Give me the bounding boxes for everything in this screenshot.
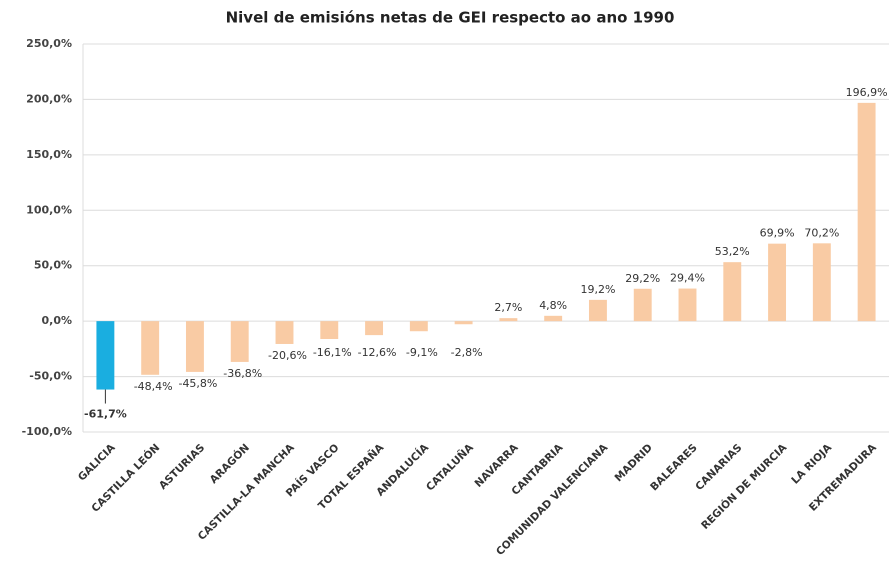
data-label: 2,7% [494,301,522,314]
bar [96,321,115,390]
bar [409,321,428,332]
y-tick-label: 0,0% [41,314,72,327]
data-label: -48,4% [134,380,173,393]
data-label: 19,2% [580,283,615,296]
bar [678,288,697,322]
bar [185,321,204,372]
bar [857,102,876,322]
chart-title: Nivel de emisións netas de GEI respecto … [226,9,675,27]
bar [454,321,473,325]
data-label: -61,7% [84,408,127,421]
data-label: -12,6% [358,346,397,359]
y-tick-label: 100,0% [26,203,72,216]
y-tick-label: -50,0% [29,370,72,383]
bar [812,243,831,322]
data-label: -45,8% [178,377,217,390]
data-label: 4,8% [539,299,567,312]
bar [499,318,518,322]
data-label: -16,1% [313,346,352,359]
bar [230,321,249,362]
y-tick-label: 150,0% [26,148,72,161]
data-label: 69,9% [760,227,795,240]
bar [365,321,384,336]
data-label: 196,9% [846,86,888,99]
bar [544,315,563,322]
bar [320,321,339,339]
y-tick-label: -100,0% [22,425,72,438]
data-label: 29,4% [670,272,705,285]
bar [633,288,652,322]
data-label: 70,2% [804,226,839,239]
bar [141,321,160,375]
bar [768,243,787,322]
bar [723,262,742,322]
bar [275,321,294,344]
data-label: 53,2% [715,245,750,258]
y-tick-label: 200,0% [26,92,72,105]
y-tick-label: 50,0% [34,259,72,272]
data-label: -36,8% [223,367,262,380]
y-tick-label: 250,0% [26,37,72,50]
data-label: -2,8% [451,346,483,359]
data-label: 29,2% [625,272,660,285]
data-label: -9,1% [406,346,438,359]
data-label: -20,6% [268,349,307,362]
bar [588,299,607,322]
